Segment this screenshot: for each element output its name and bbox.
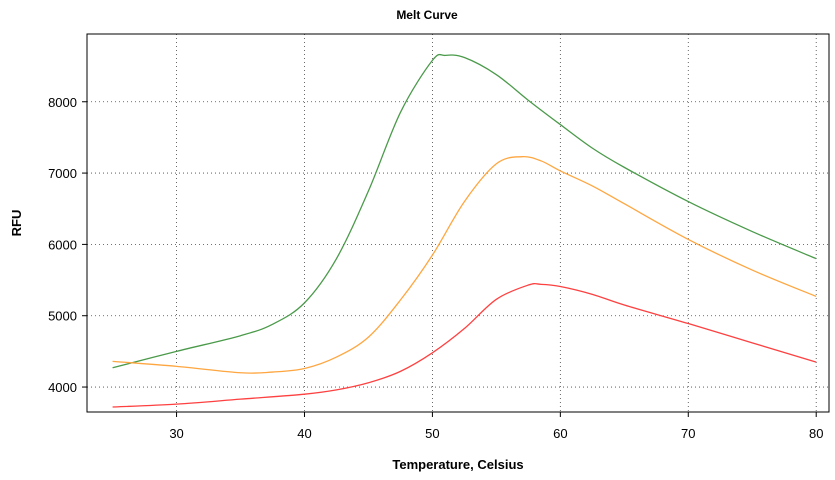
y-tick-label: 4000	[48, 380, 77, 395]
x-tick-label: 30	[169, 426, 183, 441]
series-layer	[112, 53, 817, 408]
y-tick-label: 5000	[48, 309, 77, 324]
y-tick-label: 6000	[48, 237, 77, 252]
x-tick-label: 50	[425, 426, 439, 441]
series-line-2	[112, 155, 817, 374]
plot-frame	[86, 33, 830, 413]
x-tick-label: 40	[297, 426, 311, 441]
tick-layer: 30 40 50 60 70 80 4000 5000 6000 7000 8000	[48, 95, 823, 441]
x-tick-label: 70	[681, 426, 695, 441]
y-tick-label: 8000	[48, 95, 77, 110]
x-tick-label: 80	[809, 426, 823, 441]
series-line-3	[112, 283, 817, 408]
y-tick-label: 7000	[48, 166, 77, 181]
series-line-1	[112, 53, 817, 369]
grid-layer	[87, 34, 829, 412]
x-axis-label: Temperature, Celsius	[392, 457, 523, 472]
chart-title: Melt Curve	[396, 8, 458, 22]
x-tick-label: 60	[553, 426, 567, 441]
y-axis-label: RFU	[9, 210, 24, 237]
